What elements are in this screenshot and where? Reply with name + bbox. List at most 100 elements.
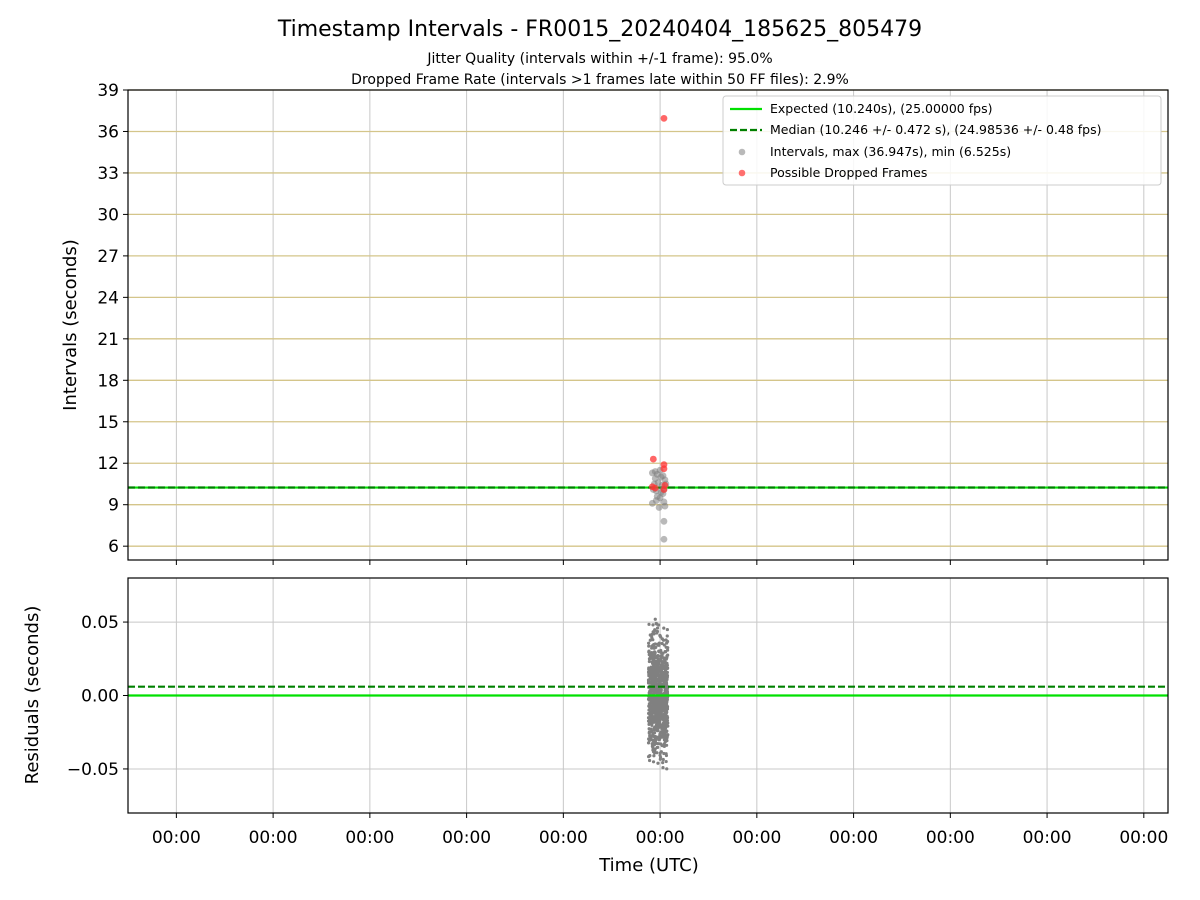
residual-point — [664, 743, 669, 747]
residual-point — [665, 767, 669, 771]
residuals-plot: −0.050.000.05 00:00 00:00 00:00 00:00 00:00 0… — [22, 577, 1169, 876]
residual-point — [653, 642, 657, 646]
jitter-quality-subtitle: Jitter Quality (intervals within +/-1 fr… — [426, 51, 772, 67]
residual-point — [658, 634, 662, 638]
residual-point — [660, 700, 664, 704]
residual-point — [661, 766, 665, 770]
residual-point — [647, 659, 651, 664]
intervals-y-tick-label: 21 — [97, 330, 119, 350]
residuals-y-ticks: −0.05 0.00 0.05 — [67, 613, 128, 780]
residual-point — [660, 726, 664, 731]
residual-point — [662, 680, 666, 684]
residual-point — [647, 622, 651, 626]
residual-point — [665, 634, 669, 638]
x-tick-label: 00:00 — [249, 828, 298, 848]
residual-point — [664, 678, 668, 682]
dropped-frame-point — [651, 484, 659, 492]
residual-point — [650, 646, 654, 650]
intervals-y-tick-label: 30 — [97, 205, 119, 225]
dropped-frame-point — [660, 465, 668, 473]
residual-point — [650, 706, 654, 710]
residual-point — [651, 680, 655, 684]
intervals-y-tick-label: 15 — [97, 413, 119, 433]
residual-point — [656, 761, 660, 765]
residual-point — [654, 659, 658, 664]
residual-point — [654, 621, 658, 626]
residual-point — [653, 667, 657, 671]
residual-point — [664, 709, 668, 713]
intervals-y-tick-label: 18 — [97, 371, 119, 391]
intervals-axes-frame — [127, 89, 1169, 561]
legend-median-label: Median (10.246 +/- 0.472 s), (24.98536 +… — [770, 122, 1101, 137]
legend-expected-label: Expected (10.240s), (25.00000 fps) — [770, 101, 992, 116]
residual-point — [660, 697, 665, 701]
residual-point — [652, 674, 656, 678]
residual-point — [665, 724, 670, 728]
residual-point — [664, 661, 668, 666]
residual-point — [648, 638, 652, 642]
residual-point — [661, 721, 666, 726]
intervals-y-tick-label: 39 — [97, 81, 119, 101]
residual-point — [653, 700, 657, 704]
residual-point — [660, 677, 664, 682]
residual-point — [660, 660, 665, 664]
residual-point — [655, 745, 659, 750]
residual-point — [655, 673, 659, 678]
residual-point — [657, 641, 661, 645]
residuals-y-axis-label: Residuals (seconds) — [22, 606, 43, 785]
time-x-axis-label: Time (UTC) — [598, 855, 699, 876]
residual-point — [662, 703, 666, 707]
residual-point — [653, 751, 657, 755]
intervals-y-ticks: 6 9 12 15 18 21 24 27 30 33 36 39 — [97, 81, 128, 557]
residual-point — [648, 753, 652, 758]
residual-point — [655, 716, 659, 720]
residuals-reference-lines — [128, 685, 1168, 697]
residual-point — [665, 705, 669, 709]
x-tick-label: 00:00 — [1023, 828, 1072, 848]
legend-intervals-swatch — [738, 148, 746, 156]
residual-point — [651, 760, 656, 764]
residual-point — [659, 724, 664, 728]
residual-point — [655, 626, 660, 630]
residual-point — [655, 683, 659, 687]
intervals-points — [648, 114, 670, 543]
residual-point — [647, 730, 651, 734]
residual-point — [647, 722, 651, 726]
intervals-y-tick-label: 36 — [97, 122, 119, 142]
chart-title: Timestamp Intervals - FR0015_20240404_18… — [277, 17, 922, 42]
residual-point — [652, 646, 656, 650]
residual-point — [650, 661, 655, 666]
interval-point — [660, 535, 668, 543]
residual-point — [663, 738, 667, 742]
residual-point — [662, 731, 666, 735]
legend-frame — [722, 95, 1162, 186]
x-tick-label: 00:00 — [732, 828, 781, 848]
intervals-y-tick-label: 12 — [97, 454, 119, 474]
residual-point — [652, 754, 656, 758]
x-tick-label: 00:00 — [636, 828, 685, 848]
residual-point — [651, 747, 655, 751]
interval-point — [657, 473, 665, 481]
residual-point — [650, 654, 654, 658]
interval-point — [655, 504, 663, 511]
residual-point — [651, 687, 655, 691]
residual-point — [661, 757, 665, 762]
residual-point — [653, 741, 657, 745]
residual-point — [658, 755, 663, 759]
residual-point — [661, 638, 666, 642]
residual-point — [661, 761, 665, 765]
x-tick-label: 00:00 — [345, 828, 394, 848]
residuals-y-tick-label: 0.05 — [81, 613, 119, 633]
residual-point — [666, 646, 670, 650]
residual-point — [649, 672, 653, 676]
residual-point — [646, 741, 651, 745]
residual-point — [663, 668, 668, 672]
residual-point — [656, 661, 660, 666]
residuals-y-tick-label: −0.05 — [67, 760, 119, 780]
residual-point — [651, 733, 655, 737]
residual-point — [648, 734, 653, 738]
residual-point — [653, 617, 657, 621]
residual-point — [653, 628, 657, 633]
dropped-frame-point — [660, 486, 668, 493]
residual-point — [657, 705, 661, 709]
